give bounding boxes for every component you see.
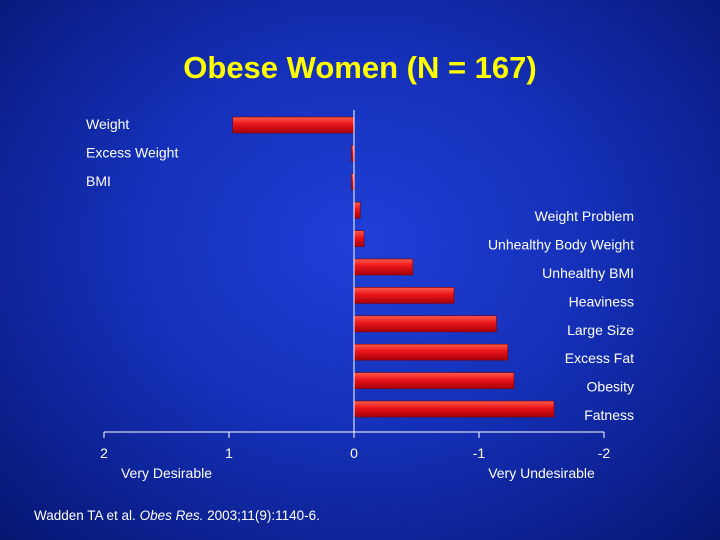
category-label: Excess Fat — [565, 350, 634, 366]
x-tick-label: -1 — [473, 445, 486, 461]
bar-weight — [232, 116, 355, 134]
category-label: Large Size — [567, 322, 634, 338]
bar-obesity — [353, 372, 515, 389]
category-label: Heaviness — [569, 293, 634, 309]
x-tick-label: 2 — [100, 445, 108, 461]
category-label: Weight Problem — [535, 208, 634, 224]
bar-large-size — [353, 315, 497, 333]
bar-weight-problem — [353, 201, 361, 219]
bar-unhealthy-bmi — [353, 258, 414, 276]
category-label: Excess Weight — [86, 144, 178, 160]
x-tick-label: -2 — [598, 445, 611, 461]
citation-journal: Obes Res. — [139, 508, 204, 523]
axis-label-very-undesirable: Very Undesirable — [488, 465, 595, 481]
x-tick-label: 1 — [225, 445, 233, 461]
x-tick-label: 0 — [350, 445, 358, 461]
citation-authors: Wadden TA et al. — [34, 508, 140, 523]
bar-unhealthy-body-weight — [353, 230, 365, 247]
slide-title: Obese Women (N = 167) — [183, 50, 537, 85]
category-label: Unhealthy Body Weight — [488, 237, 634, 253]
bar-excess-fat — [353, 343, 509, 361]
category-label: Unhealthy BMI — [542, 265, 634, 281]
bar-heaviness — [353, 287, 455, 304]
bar-fatness — [353, 400, 555, 418]
citation-details: 2003;11(9):1140-6. — [203, 508, 320, 523]
category-label: Fatness — [584, 407, 634, 423]
category-label: BMI — [86, 173, 111, 189]
category-label: Obesity — [587, 379, 634, 395]
citation: Wadden TA et al. Obes Res. 2003;11(9):11… — [34, 508, 320, 523]
axis-label-very-desirable: Very Desirable — [121, 465, 212, 481]
category-label: Weight — [86, 116, 129, 132]
